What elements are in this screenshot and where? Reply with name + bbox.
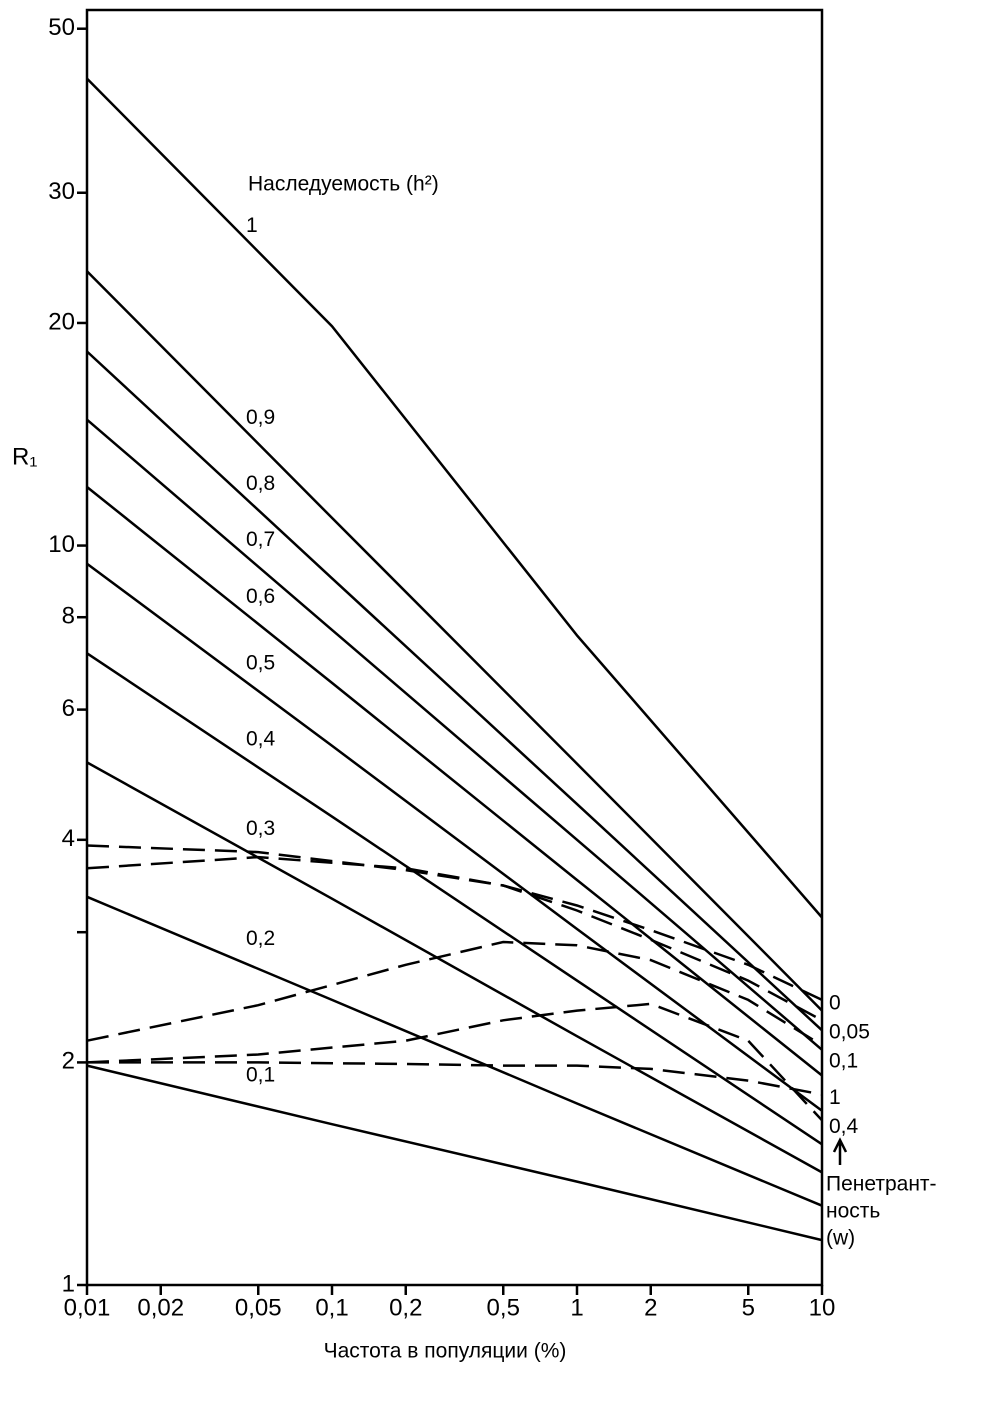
- series-label: 0,2: [246, 927, 275, 950]
- y-tick-label: 10: [48, 531, 75, 558]
- line: [86, 1064, 823, 1242]
- series-label: 0,4: [829, 1115, 859, 1138]
- series-label: 0,5: [246, 652, 275, 675]
- y-axis-label: R₁: [12, 443, 37, 470]
- x-tick-label: 0,05: [235, 1294, 282, 1321]
- x-tick-label: 1: [570, 1294, 583, 1321]
- series-label: 0,7: [246, 528, 275, 551]
- dashed-line: [86, 940, 823, 1047]
- series-label: 0,8: [246, 472, 275, 495]
- line: [86, 418, 823, 1051]
- line: [86, 270, 823, 1012]
- x-axis-label: Частота в популяции (%): [324, 1340, 567, 1363]
- y-tick-label: 4: [62, 825, 75, 852]
- dashed-line: [86, 1002, 823, 1122]
- series-label: 0,1: [829, 1049, 858, 1072]
- y-tick-label: 6: [62, 695, 75, 722]
- dashed-line: [87, 1061, 823, 1096]
- side-title: Пенетрант-: [826, 1173, 937, 1196]
- line: [86, 77, 823, 919]
- x-tick-label: 2: [644, 1294, 657, 1321]
- dashed-line: [86, 844, 823, 1002]
- y-tick-label: 20: [48, 308, 75, 335]
- series-label: 0,6: [246, 585, 275, 608]
- y-tick-label: 2: [62, 1048, 75, 1075]
- series-label: 0: [829, 991, 841, 1014]
- series-label: 1: [829, 1086, 841, 1109]
- side-title: ность: [826, 1200, 880, 1223]
- line: [86, 562, 823, 1112]
- y-tick-label: 30: [48, 178, 75, 205]
- x-tick-label: 0,5: [487, 1294, 520, 1321]
- x-tick-label: 0,2: [389, 1294, 422, 1321]
- series-label: 1: [246, 214, 258, 237]
- plot-frame: [85, 8, 824, 1287]
- line: [86, 486, 823, 1077]
- x-tick-label: 5: [742, 1294, 755, 1321]
- x-tick-label: 0,1: [315, 1294, 348, 1321]
- series-label: 0,9: [246, 406, 275, 429]
- line: [86, 895, 823, 1207]
- line: [86, 350, 823, 1032]
- y-tick-label: 8: [62, 603, 75, 630]
- series-label: 0,4: [246, 727, 276, 750]
- dashed-line: [86, 855, 823, 1022]
- x-tick-label: 10: [809, 1294, 836, 1321]
- line: [86, 761, 823, 1174]
- y-tick-label: 50: [48, 14, 75, 41]
- y-tick-label: 1: [62, 1270, 75, 1297]
- arrow: [832, 1137, 848, 1165]
- x-tick-label: 0,02: [137, 1294, 184, 1321]
- line: [86, 652, 823, 1146]
- legend-title: Наследуемость (h²): [248, 173, 439, 196]
- series-label: 0,05: [829, 1020, 870, 1043]
- side-title: (w): [826, 1227, 855, 1250]
- x-tick-label: 0,01: [64, 1294, 111, 1321]
- series-label: 0,3: [246, 817, 275, 840]
- series-label: 0,1: [246, 1064, 275, 1087]
